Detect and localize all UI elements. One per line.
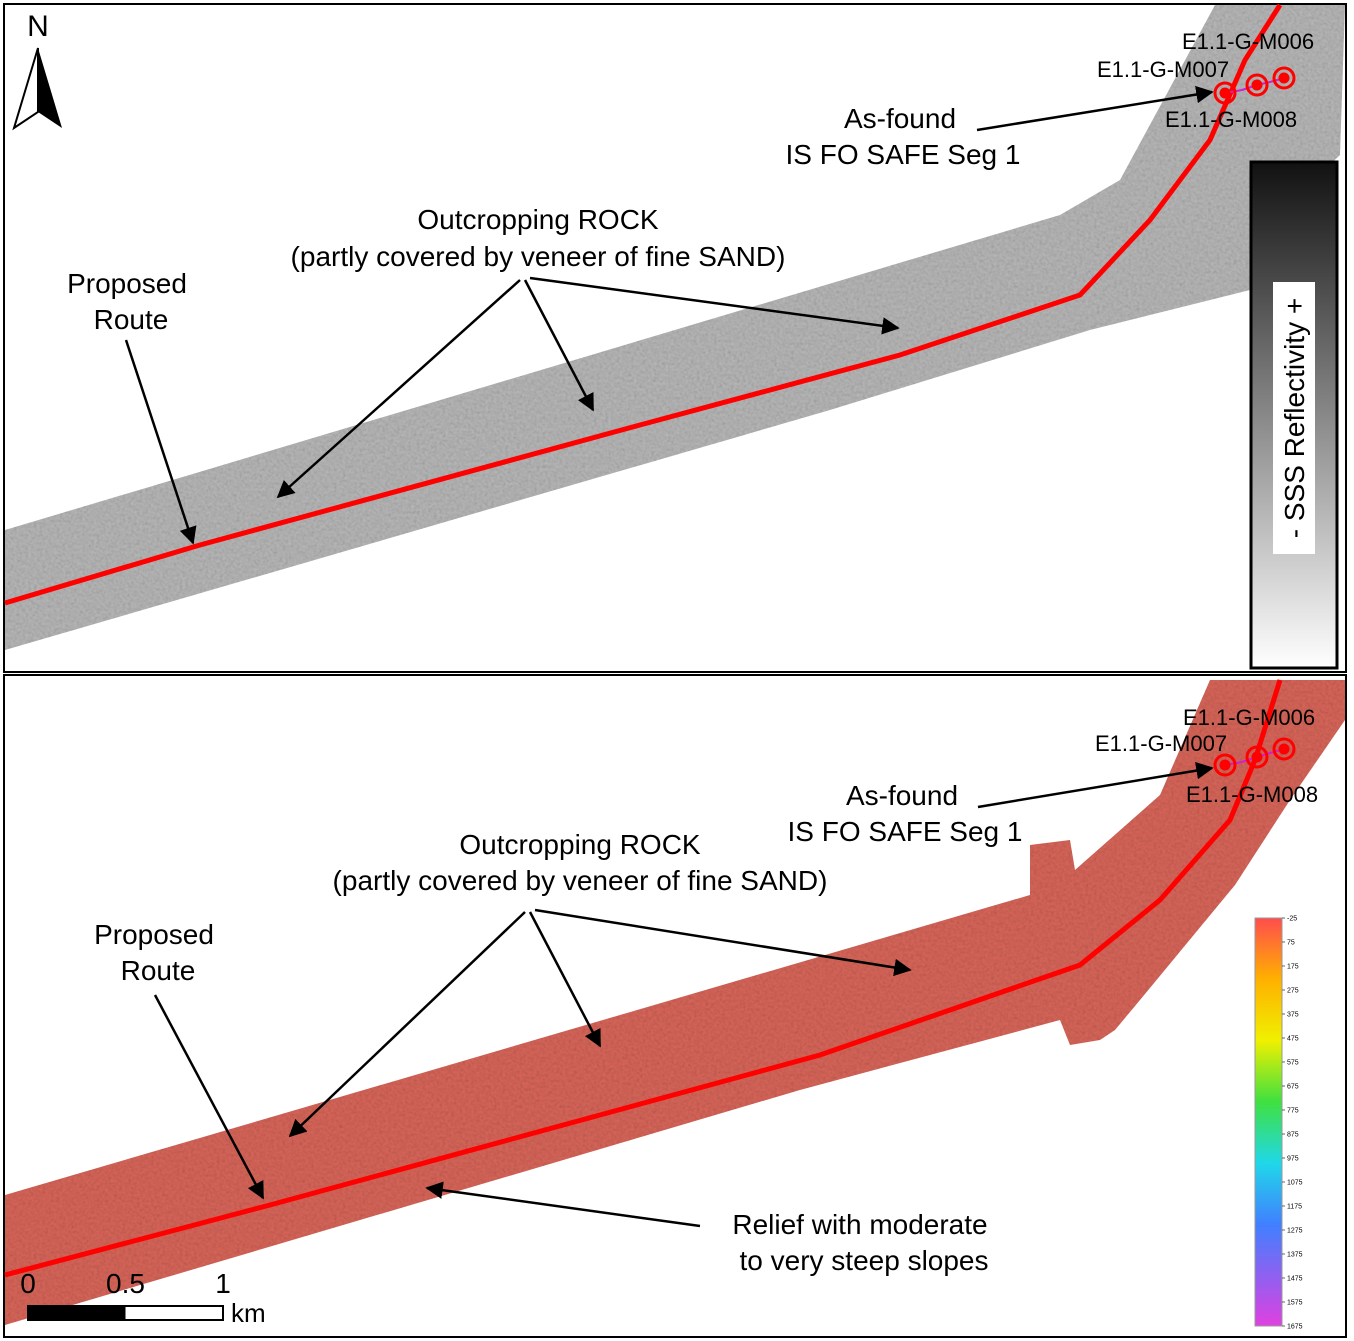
colorbar-tick-label: 1175 [1287, 1204, 1302, 1211]
target-label: E1.1-G-M006 [1182, 29, 1314, 54]
colorbar-tick-label: 1275 [1287, 1228, 1303, 1235]
sss-legend-title: - SSS Reflectivity + [1279, 298, 1310, 538]
rock-label: (partly covered by veneer of fine SAND) [291, 241, 786, 272]
as-found-label: As-found [846, 780, 958, 811]
relief-label: to very steep slopes [739, 1245, 988, 1276]
route-label: Route [94, 304, 169, 335]
target-label: E1.1-G-M006 [1183, 705, 1315, 730]
colorbar-tick-label: 675 [1287, 1084, 1299, 1091]
scale-bar-label: 0 [20, 1268, 36, 1299]
colorbar-tick-label: 1575 [1287, 1300, 1303, 1307]
bottom-panel: E1.1-G-M006 E1.1-G-M007 E1.1-G-M008 As-f… [4, 675, 1346, 1337]
colorbar-tick-label: 1075 [1287, 1180, 1303, 1187]
route-label: Route [121, 955, 196, 986]
target-label: E1.1-G-M007 [1095, 731, 1227, 756]
scale-bar-label: 0.5 [106, 1268, 145, 1299]
colorbar-tick-label: 475 [1287, 1036, 1299, 1043]
figure: N E1.1-G-M006 E1.1-G-M007 E1.1-G-M008 As… [0, 0, 1354, 1341]
rock-label: Outcropping ROCK [417, 204, 659, 235]
colorbar-tick-label: 1675 [1287, 1324, 1303, 1331]
target-label: E1.1-G-M008 [1186, 782, 1318, 807]
colorbar-tick-label: 575 [1287, 1060, 1299, 1067]
north-label: N [27, 10, 49, 43]
target-label: E1.1-G-M007 [1097, 57, 1229, 82]
colorbar-tick-label: 175 [1287, 964, 1299, 971]
route-label: Proposed [67, 268, 187, 299]
rock-label: Outcropping ROCK [459, 829, 701, 860]
colorbar-tick-label: -25 [1287, 916, 1297, 923]
colorbar-tick-label: 375 [1287, 1012, 1299, 1019]
scale-bar-label: 1 [215, 1268, 231, 1299]
depth-colorbar [1255, 918, 1282, 1326]
as-found-label: IS FO SAFE Seg 1 [788, 816, 1023, 847]
colorbar-tick-label: 875 [1287, 1132, 1299, 1139]
colorbar-tick-label: 275 [1287, 988, 1299, 995]
route-label: Proposed [94, 919, 214, 950]
relief-label: Relief with moderate [732, 1209, 987, 1240]
target-label: E1.1-G-M008 [1165, 107, 1297, 132]
scale-bar-unit: km [231, 1298, 266, 1328]
colorbar-tick-label: 775 [1287, 1108, 1299, 1115]
colorbar-tick-label: 1375 [1287, 1252, 1303, 1259]
scale-bar-segment [28, 1306, 126, 1320]
rock-label: (partly covered by veneer of fine SAND) [333, 865, 828, 896]
colorbar-tick-label: 1475 [1287, 1276, 1303, 1283]
top-panel: N E1.1-G-M006 E1.1-G-M007 E1.1-G-M008 As… [4, 4, 1346, 672]
as-found-label: IS FO SAFE Seg 1 [786, 139, 1021, 170]
colorbar-tick-label: 75 [1287, 940, 1295, 947]
as-found-label: As-found [844, 103, 956, 134]
colorbar-tick-label: 975 [1287, 1156, 1299, 1163]
